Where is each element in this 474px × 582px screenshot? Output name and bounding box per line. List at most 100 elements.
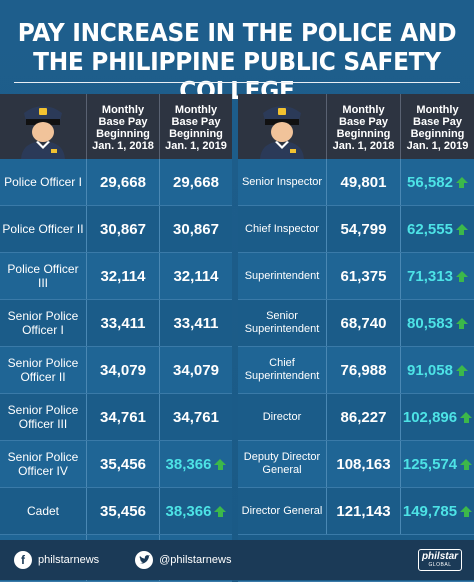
table-row: Senior Police Officer II 34,079 34,079 <box>0 347 232 394</box>
rank-label: Director <box>262 410 302 423</box>
table-row: Police Officer I 29,668 29,668 <box>0 159 232 206</box>
up-arrow-icon <box>460 411 473 423</box>
table-header: Monthly Base Pay Beginning Jan. 1, 2018 … <box>0 94 232 159</box>
pay-2019-value: 30,867 <box>173 220 219 238</box>
rank-label: Senior Superintendent <box>244 310 320 335</box>
right-table: Monthly Base Pay Beginning Jan. 1, 2018 … <box>238 94 474 582</box>
pay-2019: 125,574 <box>400 441 474 487</box>
table-row: Police Officer II 30,867 30,867 <box>0 206 232 253</box>
header-2019: Monthly Base Pay Beginning Jan. 1, 2019 <box>400 94 474 159</box>
pay-2019: 34,079 <box>159 347 232 393</box>
facebook-handle: philstarnews <box>38 554 100 566</box>
header-2018: Monthly Base Pay Beginning Jan. 1, 2018 <box>86 94 159 159</box>
rank-label: Senior Police Officer IV <box>7 450 79 478</box>
table-row: Superintendent 61,375 71,313 <box>238 253 474 300</box>
pay-2019-value: 29,668 <box>173 173 219 191</box>
footer: f philstarnews @philstarnews philstar GL… <box>0 540 474 580</box>
up-arrow-icon <box>460 458 473 470</box>
pay-2019: 38,366 <box>159 488 232 534</box>
up-arrow-icon <box>460 505 473 517</box>
pay-2019: 29,668 <box>159 159 232 205</box>
pay-2018: 35,456 <box>86 441 159 487</box>
table-row: Director General 121,143 149,785 <box>238 488 474 535</box>
table-row: Senior Superintendent 68,740 80,583 <box>238 300 474 347</box>
rank-label: Senior Police Officer II <box>7 356 79 384</box>
pay-2018: 34,761 <box>86 394 159 440</box>
up-arrow-icon <box>455 317 468 329</box>
table-row: Deputy Director General 108,163 125,574 <box>238 441 474 488</box>
rank-label: Director General <box>241 504 323 517</box>
pay-2019-value: 34,761 <box>173 408 219 426</box>
rank-label: Senior Inspector <box>241 175 323 188</box>
pay-2018: 29,668 <box>86 159 159 205</box>
rank-label: Chief Superintendent <box>244 357 320 382</box>
police-officer-icon <box>0 94 86 159</box>
pay-2019: 62,555 <box>400 206 474 252</box>
table-header: Monthly Base Pay Beginning Jan. 1, 2018 … <box>238 94 474 159</box>
pay-2018: 35,456 <box>86 488 159 534</box>
up-arrow-icon <box>455 270 468 282</box>
pay-2019: 30,867 <box>159 206 232 252</box>
pay-2018: 68,740 <box>326 300 400 346</box>
pay-2019-value: 34,079 <box>173 361 219 379</box>
table-row: Senior Police Officer I 33,411 33,411 <box>0 300 232 347</box>
pay-2019: 91,058 <box>400 347 474 393</box>
pay-2018: 76,988 <box>326 347 400 393</box>
up-arrow-icon <box>455 364 468 376</box>
twitter-link[interactable]: @philstarnews <box>135 551 231 569</box>
rank-label: Senior Police Officer III <box>7 403 79 431</box>
pay-2019-value: 102,896 <box>402 408 458 426</box>
pay-2018: 49,801 <box>326 159 400 205</box>
table-row: Cadet 35,456 38,366 <box>0 488 232 535</box>
pay-2018: 32,114 <box>86 253 159 299</box>
pay-2018: 30,867 <box>86 206 159 252</box>
page-title: PAY INCREASE IN THE POLICE AND THE PHILI… <box>17 18 458 105</box>
up-arrow-icon <box>214 458 227 470</box>
pay-2019: 38,366 <box>159 441 232 487</box>
facebook-link[interactable]: f philstarnews <box>14 551 99 569</box>
pay-2019: 33,411 <box>159 300 232 346</box>
title-line-2: THE PHILIPPINE PUBLIC SAFETY COLLEGE <box>33 47 441 105</box>
table-row: Chief Inspector 54,799 62,555 <box>238 206 474 253</box>
up-arrow-icon <box>214 505 227 517</box>
pay-2019: 32,114 <box>159 253 232 299</box>
twitter-icon <box>135 551 154 569</box>
philstar-logo: philstar GLOBAL <box>418 549 462 571</box>
left-rows: Police Officer I 29,668 29,668 Police Offic… <box>0 159 232 582</box>
right-rows: Senior Inspector 49,801 56,582 Chief Inspec… <box>238 159 474 582</box>
pay-2019-value: 38,366 <box>165 455 212 473</box>
pay-2019-value: 91,058 <box>407 361 453 379</box>
pay-2019-value: 80,583 <box>407 314 453 332</box>
title-line-1: PAY INCREASE IN THE POLICE AND <box>17 18 457 47</box>
rank-label: Police Officer III <box>7 262 79 290</box>
rank-label: Cadet <box>26 504 60 518</box>
up-arrow-icon <box>455 223 468 235</box>
pay-2018: 34,079 <box>86 347 159 393</box>
rank-label: Chief Inspector <box>245 222 319 235</box>
pay-2019: 56,582 <box>400 159 474 205</box>
divider <box>14 82 460 83</box>
pay-2019-value: 33,411 <box>173 314 219 332</box>
rank-label: Deputy Director General <box>243 451 321 476</box>
pay-2018: 33,411 <box>86 300 159 346</box>
table-row: Senior Police Officer III 34,761 34,761 <box>0 394 232 441</box>
table-row: Senior Police Officer IV 35,456 38,366 <box>0 441 232 488</box>
rank-label: Police Officer II <box>2 222 84 236</box>
left-table: Monthly Base Pay Beginning Jan. 1, 2018 … <box>0 94 232 582</box>
pay-2019: 149,785 <box>400 488 474 534</box>
facebook-icon: f <box>14 551 32 569</box>
pay-2019-value: 56,582 <box>407 173 453 191</box>
header-2019: Monthly Base Pay Beginning Jan. 1, 2019 <box>159 94 232 159</box>
rank-label: Police Officer I <box>4 175 82 189</box>
rank-label: Superintendent <box>244 269 320 282</box>
pay-2019: 34,761 <box>159 394 232 440</box>
rank-label: Senior Police Officer I <box>7 309 79 337</box>
pay-2019-value: 71,313 <box>407 267 453 285</box>
table-row: Director 86,227 102,896 <box>238 394 474 441</box>
pay-2019-value: 62,555 <box>407 220 453 238</box>
pay-2018: 61,375 <box>326 253 400 299</box>
pay-2018: 121,143 <box>326 488 400 534</box>
up-arrow-icon <box>455 176 468 188</box>
pay-2018: 108,163 <box>326 441 400 487</box>
pay-2018: 86,227 <box>326 394 400 440</box>
